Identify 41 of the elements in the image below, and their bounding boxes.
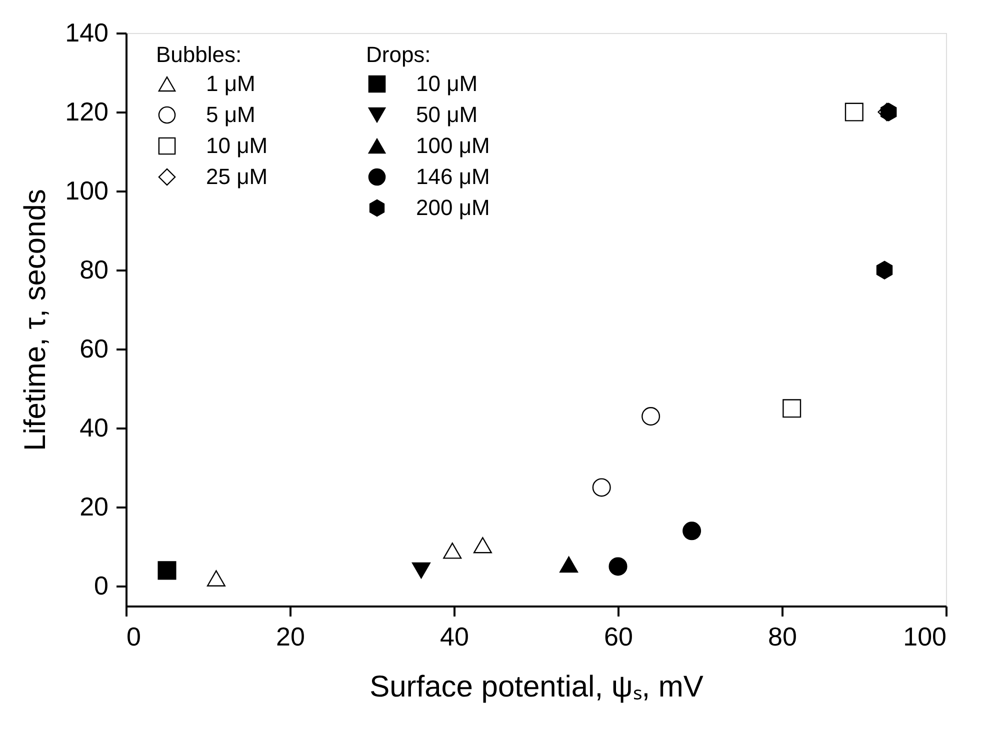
- y-tick-label: 20: [80, 492, 108, 522]
- legend-label: 100 μM: [416, 133, 490, 158]
- point: [560, 556, 578, 573]
- point: [158, 561, 176, 580]
- y-tick-label: 0: [94, 570, 108, 601]
- legend-label: 10 μM: [206, 133, 268, 158]
- point: [642, 407, 660, 426]
- x-tick-label: 100: [903, 622, 946, 652]
- legend-label: 1 μM: [206, 71, 256, 96]
- y-tick-label: 100: [65, 176, 108, 206]
- point: [782, 399, 802, 418]
- y-tick-label: 60: [80, 334, 108, 364]
- point: [206, 570, 226, 586]
- point: [412, 562, 430, 579]
- legend-label: 10 μM: [416, 71, 478, 96]
- legend-label: 200 μM: [416, 195, 490, 220]
- y-tick-label: 120: [65, 96, 108, 127]
- text: Bubbles:: [156, 42, 242, 67]
- x-axis-title: Surface potential, ψₛ, mV: [370, 670, 704, 704]
- x-tick-label: 0: [126, 622, 141, 652]
- x-tick-label: 60: [604, 622, 633, 652]
- legend-label: 146 μM: [416, 164, 490, 189]
- legend-label: 50 μM: [416, 102, 478, 127]
- text: Drops:: [366, 42, 431, 67]
- legend-label: 25 μM: [206, 164, 268, 189]
- y-axis-title: Lifetime, τ, seconds: [19, 189, 52, 451]
- point: [880, 102, 897, 122]
- y-tick-label: 140: [65, 18, 108, 48]
- x-tick-label: 40: [440, 622, 469, 652]
- legend-label: 5 μM: [206, 102, 256, 127]
- point: [844, 102, 864, 122]
- y-tick-label: 80: [80, 254, 108, 285]
- point: [876, 260, 893, 280]
- x-tick-label: 20: [276, 622, 305, 652]
- point: [443, 542, 462, 559]
- point: [592, 478, 611, 497]
- point: [682, 522, 702, 540]
- point: [473, 537, 492, 554]
- y-tick-label: 40: [80, 412, 108, 443]
- x-tick-label: 80: [768, 622, 797, 652]
- point: [608, 557, 628, 576]
